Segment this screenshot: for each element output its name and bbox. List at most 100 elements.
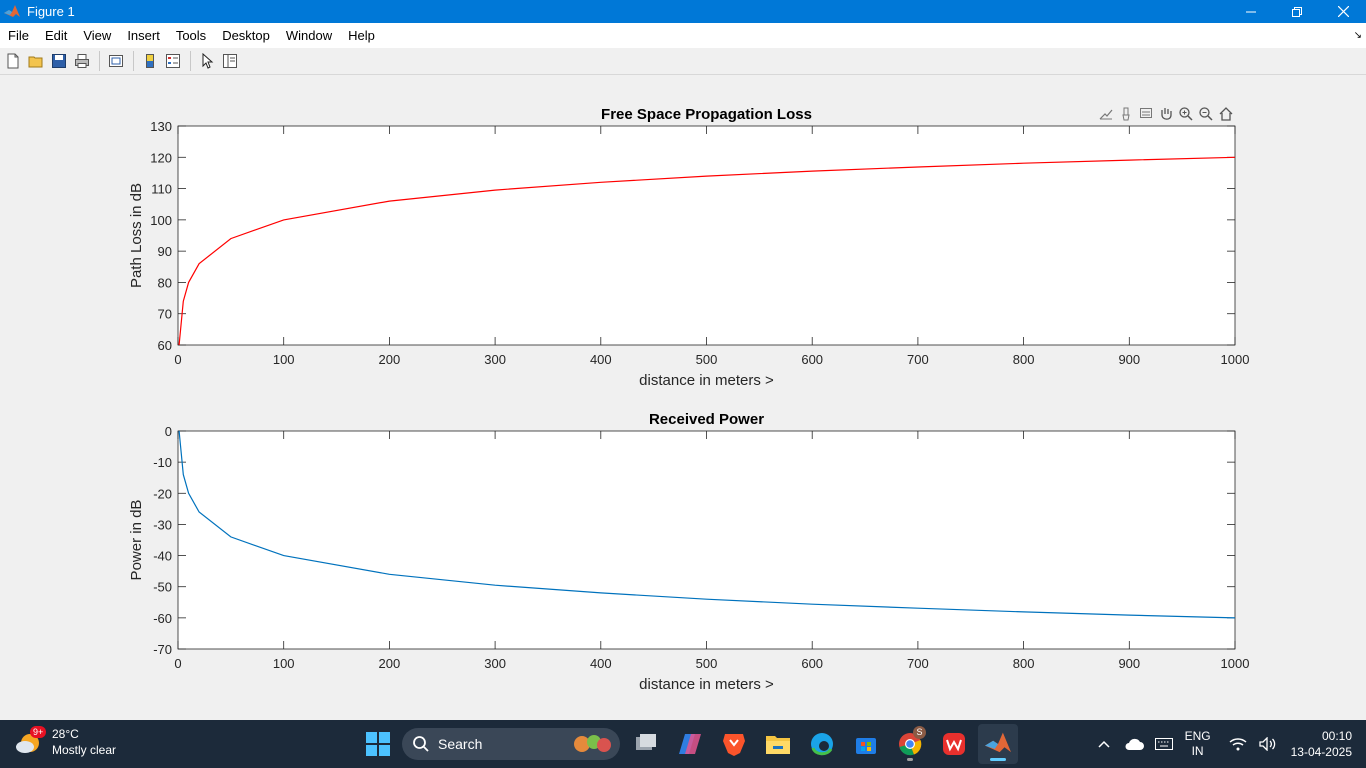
wifi-icon — [1229, 738, 1247, 751]
menu-insert[interactable]: Insert — [127, 28, 160, 43]
y-tick-label: 70 — [158, 307, 172, 322]
minimize-icon — [1246, 11, 1256, 12]
region-code: IN — [1191, 744, 1204, 758]
edge-browser-button[interactable] — [802, 724, 842, 764]
home-icon — [1219, 107, 1233, 121]
y-tick-label: -50 — [153, 580, 172, 595]
weather-badge: 9+ — [30, 726, 47, 738]
x-tick-label: 700 — [907, 352, 929, 367]
x-tick-label: 600 — [801, 352, 823, 367]
wps-office-button[interactable] — [934, 724, 974, 764]
brave-browser-button[interactable] — [714, 724, 754, 764]
edge-icon — [811, 733, 833, 756]
x-tick-label: 300 — [484, 656, 506, 671]
onedrive-button[interactable] — [1119, 720, 1149, 768]
series-line — [178, 156, 1236, 346]
y-tick-label: 120 — [150, 150, 172, 165]
x-tick-label: 900 — [1118, 656, 1140, 671]
x-tick-label: 400 — [590, 352, 612, 367]
series-line — [178, 430, 1236, 619]
figure-toolbar — [0, 48, 1366, 75]
insert-colorbar-button[interactable] — [139, 50, 161, 72]
new-file-icon — [7, 53, 19, 69]
weather-widget[interactable]: 9+ 28°C Mostly clear — [14, 726, 116, 758]
start-button[interactable] — [358, 724, 398, 764]
y-tick-label: -30 — [153, 517, 172, 532]
wps-office-icon — [943, 733, 965, 755]
menu-edit[interactable]: Edit — [44, 28, 68, 43]
cursor-arrow-icon — [202, 53, 214, 69]
brush-button[interactable] — [1116, 104, 1136, 124]
chart-title: Free Space Propagation Loss — [601, 106, 812, 123]
y-tick-label: -60 — [153, 611, 172, 626]
menu-view[interactable]: View — [83, 28, 112, 43]
windows-logo-icon — [366, 732, 390, 756]
minimize-button[interactable] — [1228, 0, 1274, 23]
menu-tools[interactable]: Tools — [175, 28, 207, 43]
property-inspector-button[interactable] — [219, 50, 241, 72]
clock[interactable]: 00:10 13-04-2025 — [1291, 728, 1352, 760]
edit-plot-button[interactable] — [196, 50, 218, 72]
pan-button[interactable] — [1156, 104, 1176, 124]
save-icon — [52, 54, 66, 68]
save-button[interactable] — [48, 50, 70, 72]
matlab-icon — [985, 732, 1011, 753]
search-highlight-icon — [574, 735, 611, 752]
menu-help[interactable]: Help — [348, 28, 375, 43]
microsoft-store-button[interactable] — [846, 724, 886, 764]
language-indicator[interactable]: ENG IN — [1185, 729, 1211, 759]
chrome-profile-badge: S — [913, 726, 926, 739]
close-button[interactable] — [1320, 0, 1366, 23]
axes-toolbar — [1096, 104, 1236, 124]
x-tick-label: 800 — [1013, 656, 1035, 671]
y-tick-label: -10 — [153, 455, 172, 470]
hand-pan-icon — [1161, 108, 1172, 120]
insert-legend-button[interactable] — [162, 50, 184, 72]
new-figure-button[interactable] — [2, 50, 24, 72]
touch-keyboard-button[interactable] — [1149, 720, 1179, 768]
y-axis-label: Path Loss in dB — [128, 183, 145, 288]
data-tips-button[interactable] — [1136, 104, 1156, 124]
restore-button[interactable] — [1274, 0, 1320, 23]
taskbar-search[interactable]: Search — [402, 728, 620, 760]
show-hidden-icons-button[interactable] — [1089, 720, 1119, 768]
chart-title: Received Power — [649, 411, 764, 428]
open-file-button[interactable] — [25, 50, 47, 72]
x-axis-label: distance in meters > — [639, 372, 774, 389]
menu-window[interactable]: Window — [285, 28, 333, 43]
folder-icon — [766, 736, 790, 754]
link-plot-button[interactable] — [105, 50, 127, 72]
y-tick-label: 0 — [165, 424, 172, 439]
y-axis-label: Power in dB — [128, 500, 145, 581]
restore-view-button[interactable] — [1216, 104, 1236, 124]
copilot-icon — [679, 734, 701, 754]
copilot-button[interactable] — [670, 724, 710, 764]
search-label: Search — [438, 736, 483, 752]
print-button[interactable] — [71, 50, 93, 72]
menu-file[interactable]: File — [8, 28, 29, 43]
x-tick-label: 400 — [590, 656, 612, 671]
chrome-browser-button[interactable]: S — [890, 724, 930, 764]
x-tick-label: 100 — [273, 656, 295, 671]
export-button[interactable] — [1096, 104, 1116, 124]
toolbar-separator — [99, 51, 100, 71]
zoom-out-button[interactable] — [1196, 104, 1216, 124]
language-code: ENG — [1184, 729, 1211, 743]
x-tick-label: 200 — [379, 656, 401, 671]
zoom-in-button[interactable] — [1176, 104, 1196, 124]
toolbar-separator — [133, 51, 134, 71]
x-tick-label: 1000 — [1221, 656, 1250, 671]
dock-figure-icon[interactable]: ↘ — [1353, 30, 1362, 41]
x-tick-label: 300 — [484, 352, 506, 367]
plot-area-2 — [177, 430, 1236, 650]
y-tick-label: 60 — [158, 338, 172, 353]
menu-desktop[interactable]: Desktop — [222, 28, 270, 43]
task-view-button[interactable] — [626, 724, 666, 764]
x-tick-label: 0 — [174, 656, 181, 671]
wifi-button[interactable] — [1223, 720, 1253, 768]
task-view-icon — [636, 734, 656, 750]
volume-button[interactable] — [1253, 720, 1283, 768]
file-explorer-button[interactable] — [758, 724, 798, 764]
brush-icon — [1122, 107, 1130, 121]
matlab-taskbar-button[interactable] — [978, 724, 1018, 764]
